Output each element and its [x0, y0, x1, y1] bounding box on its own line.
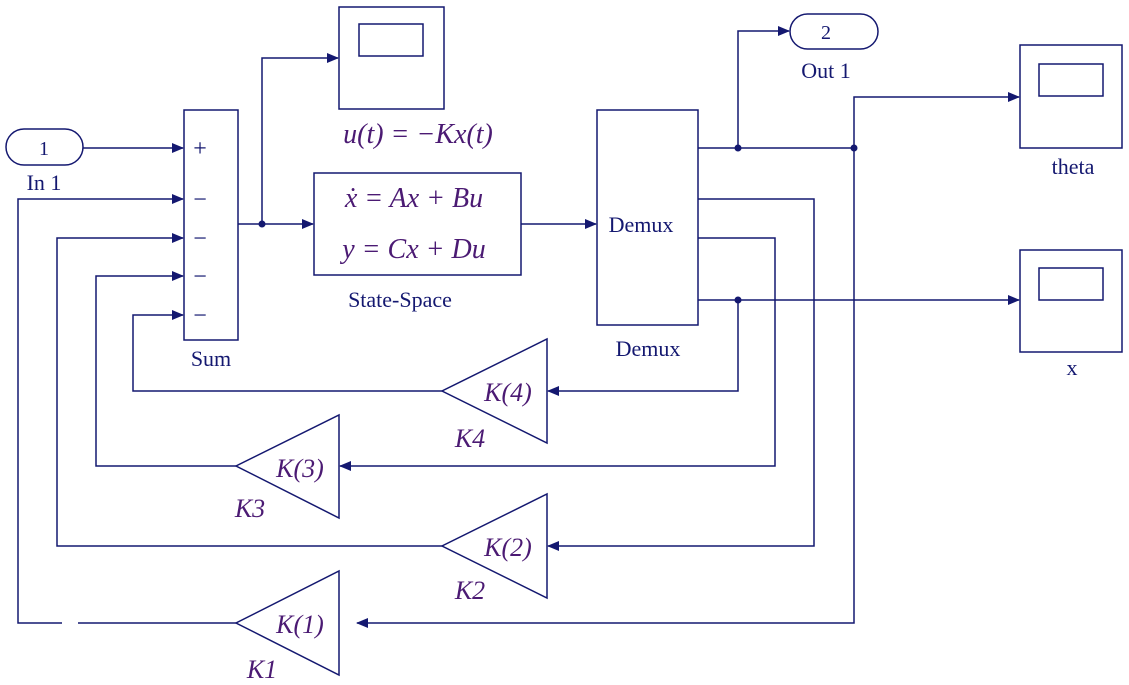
wire-to-scope-u — [261, 53, 339, 224]
junction-dot — [850, 144, 858, 152]
scope-theta-block[interactable] — [1019, 44, 1123, 149]
junctions — [258, 144, 858, 304]
wire-to-out1 — [737, 26, 790, 148]
scope-x-block[interactable] — [1019, 249, 1123, 353]
scope-u-block[interactable] — [338, 6, 445, 110]
gain-k4-block[interactable]: K(4) — [440, 337, 548, 445]
wire-k4-to-sum — [132, 310, 443, 392]
wire-k1-to-sum-2 — [17, 194, 184, 624]
gain-k3-inner: K(3) — [275, 454, 324, 483]
state-space-label: State-Space — [348, 287, 452, 312]
scope-u-label: u(t) = −Kx(t) — [343, 119, 493, 150]
sum-sign-3: − — [193, 226, 207, 252]
wire-k2-to-sum — [56, 233, 443, 547]
in1-port[interactable]: 1 — [5, 128, 84, 166]
wire-demux-to-k3 — [339, 237, 776, 471]
state-space-eq2: y = Cx + Du — [339, 234, 486, 265]
gain-k1-triangle — [234, 569, 340, 677]
out1-port-number: 2 — [821, 22, 831, 44]
sum-block-shape — [183, 109, 239, 341]
out1-port-label: Out 1 — [801, 58, 851, 83]
gain-k2-label: K2 — [454, 576, 485, 605]
junction-dot — [734, 144, 742, 152]
scope-x-screen-icon — [1038, 267, 1104, 301]
sum-sign-4: − — [193, 264, 207, 290]
gain-k1-inner: K(1) — [275, 610, 324, 639]
sum-sign-5: − — [193, 303, 207, 329]
in1-port-label: In 1 — [27, 170, 62, 195]
sum-block-label: Sum — [191, 346, 231, 371]
sum-sign-2: − — [193, 187, 207, 213]
scope-theta-label: theta — [1052, 154, 1095, 179]
gain-k3-block[interactable]: K(3) — [234, 413, 340, 520]
gain-k2-inner: K(2) — [483, 533, 532, 562]
scope-theta-screen-icon — [1038, 63, 1104, 97]
sum-block[interactable]: + − − − − — [183, 109, 239, 341]
demux-block[interactable]: Demux — [596, 109, 699, 326]
gain-k1-block[interactable]: K(1) — [234, 569, 340, 677]
demux-label: Demux — [616, 336, 681, 361]
sum-sign-1: + — [193, 136, 207, 162]
demux-inner-label: Demux — [609, 212, 674, 237]
demux-frame — [596, 109, 699, 326]
in1-port-number: 1 — [39, 138, 49, 160]
scope-u-screen-icon — [358, 23, 424, 57]
gain-k4-triangle — [440, 337, 548, 445]
gain-k4-inner: K(4) — [483, 378, 532, 407]
signal-lines — [17, 26, 1020, 628]
state-space-frame — [313, 172, 522, 276]
scope-x-frame — [1019, 249, 1123, 353]
gain-k4-label: K4 — [454, 424, 485, 453]
wire-demux-to-k2 — [547, 198, 815, 551]
gain-k3-label: K3 — [234, 494, 265, 523]
gain-k1-label: K1 — [246, 655, 277, 684]
junction-dot — [258, 220, 266, 228]
scope-u-frame — [338, 6, 445, 110]
scope-x-label: x — [1067, 355, 1078, 380]
wire-k3-to-sum — [95, 271, 236, 467]
wire-to-theta — [853, 92, 1020, 148]
out1-port[interactable]: 2 — [789, 13, 879, 50]
gain-k2-triangle — [440, 492, 548, 600]
state-space-eq1: ẋ = Ax + Bu — [344, 183, 483, 214]
wire-demux-to-k4 — [547, 300, 739, 396]
gain-k2-block[interactable]: K(2) — [440, 492, 548, 600]
in1-port-shape — [5, 128, 84, 166]
gain-k3-triangle — [234, 413, 340, 520]
junction-dot — [734, 296, 742, 304]
wire-demux-to-k1 — [356, 148, 855, 628]
out1-port-shape — [789, 13, 879, 50]
state-space-block[interactable]: ẋ = Ax + Bu y = Cx + Du — [313, 172, 522, 276]
